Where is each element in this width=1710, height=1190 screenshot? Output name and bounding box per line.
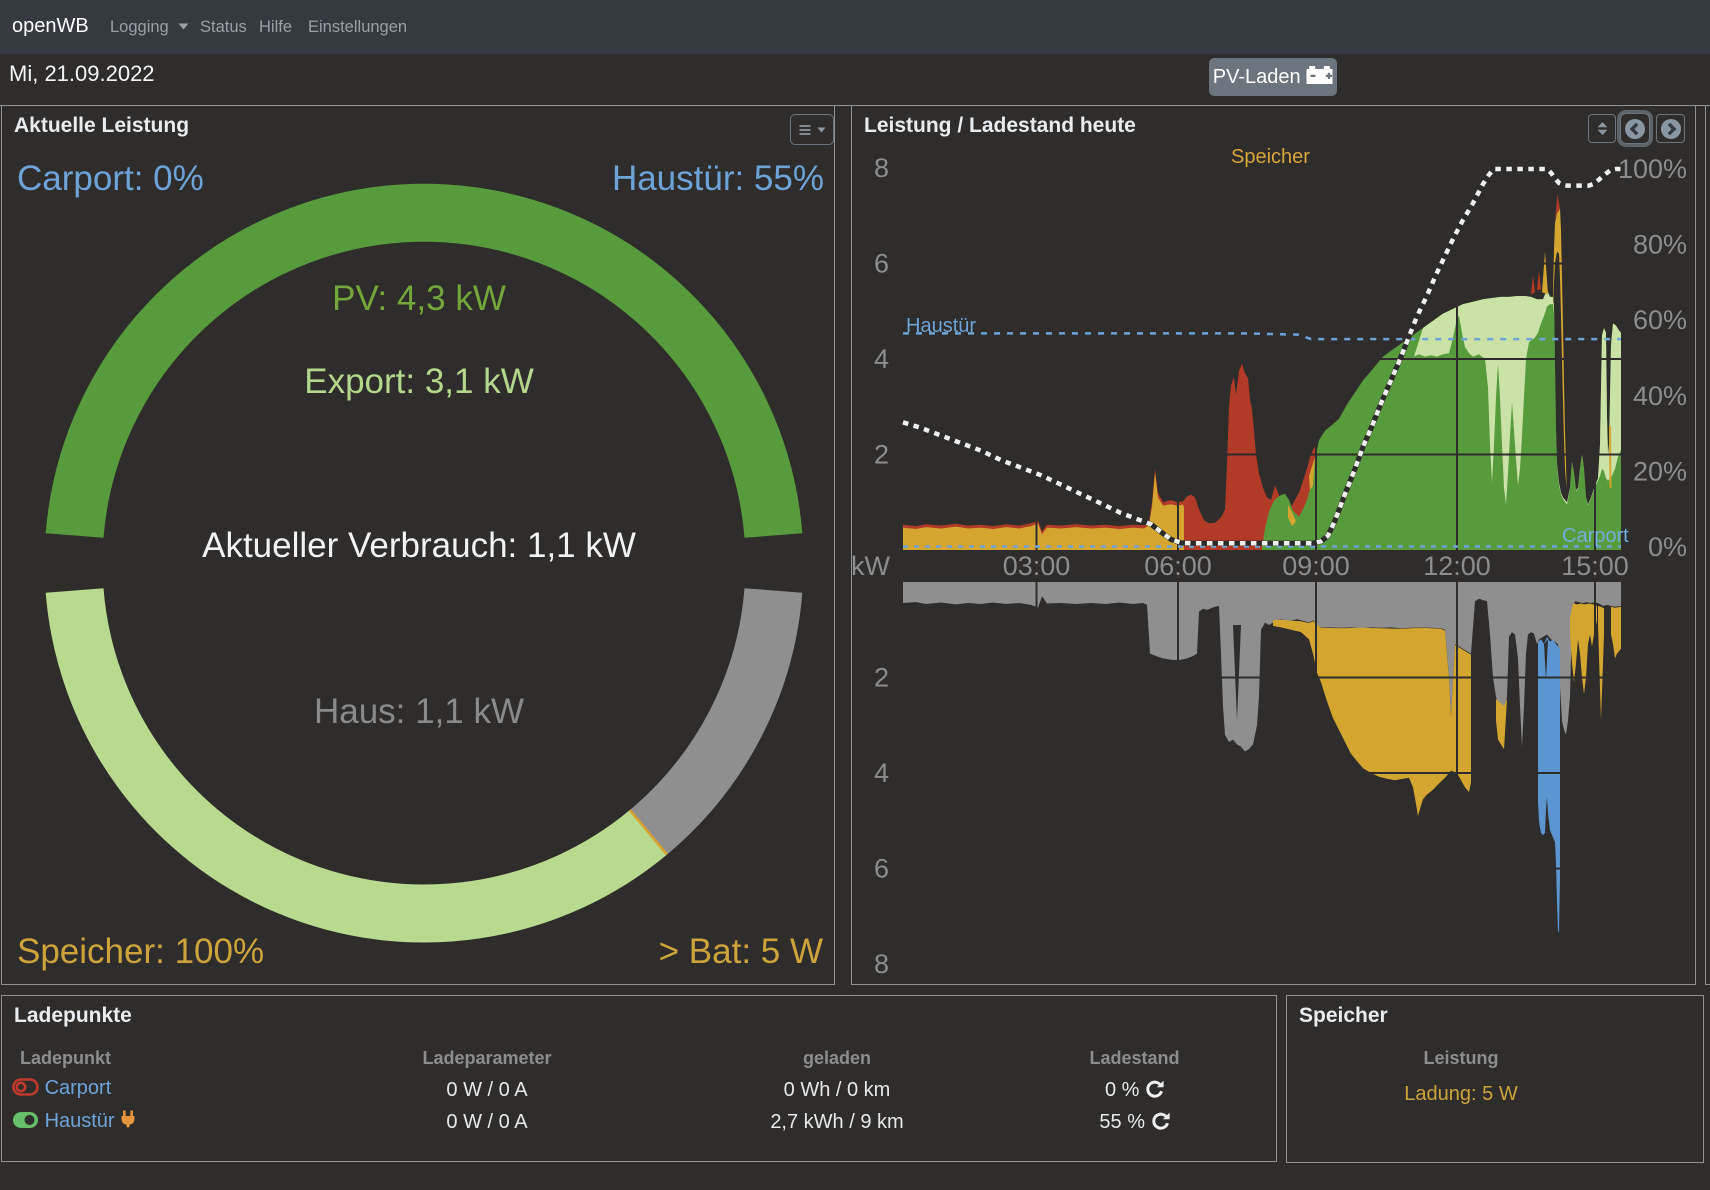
svg-text:2: 2 (874, 663, 889, 693)
svg-text:kW: kW (852, 551, 891, 581)
svg-text:12:00: 12:00 (1423, 551, 1491, 581)
svg-text:20%: 20% (1633, 456, 1687, 486)
svg-text:4: 4 (874, 758, 889, 788)
svg-text:Haustür: Haustür (906, 315, 976, 337)
svg-text:8: 8 (874, 949, 889, 979)
svg-text:Carport: Carport (1562, 525, 1629, 547)
svg-text:6: 6 (874, 854, 889, 884)
svg-text:03:00: 03:00 (1003, 551, 1071, 581)
svg-text:4: 4 (874, 344, 889, 374)
svg-text:15:00: 15:00 (1561, 551, 1629, 581)
svg-text:0%: 0% (1648, 532, 1687, 562)
svg-text:09:00: 09:00 (1282, 551, 1350, 581)
svg-text:6: 6 (874, 249, 889, 279)
svg-text:2: 2 (874, 440, 889, 470)
svg-text:80%: 80% (1633, 230, 1687, 260)
svg-text:06:00: 06:00 (1144, 551, 1212, 581)
svg-text:8: 8 (874, 153, 889, 183)
svg-text:Speicher: Speicher (1231, 146, 1310, 168)
svg-text:100%: 100% (1618, 154, 1687, 184)
svg-text:40%: 40% (1633, 381, 1687, 411)
svg-text:60%: 60% (1633, 305, 1687, 335)
